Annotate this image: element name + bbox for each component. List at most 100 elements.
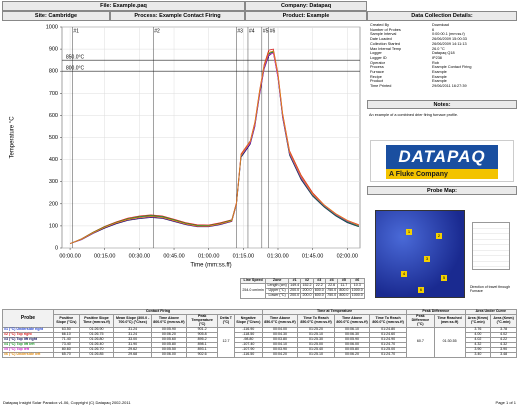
- y-tick-label: 0: [55, 245, 58, 251]
- notes-text: An example of a combined drier firing fu…: [369, 113, 459, 117]
- probe-map-title: Probe Map:: [367, 186, 517, 195]
- probe-table: Probe Contact Firing Time at Temperature Pe…: [2, 309, 518, 358]
- detail-key: Recipe: [370, 74, 382, 79]
- detail-row: Collection Started 26/06/2009 14:11:13: [370, 42, 516, 47]
- detail-key: Furnace: [370, 70, 384, 75]
- detail-row: Logger Datapaq Q18: [370, 51, 516, 56]
- detail-row: Date Loaded 26/06/2009 15:00:33: [370, 37, 516, 42]
- series-line: [69, 50, 359, 244]
- details-list: Created By Download Number of Probes 6 Sampl…: [370, 23, 516, 89]
- x-tick-label: 01:45.00: [302, 253, 323, 259]
- x-tick-label: 01:30.00: [267, 253, 288, 259]
- probe-cell: 01:24.70: [369, 351, 408, 358]
- detail-key: Created By: [370, 23, 389, 27]
- logo-tagline: A Fluke Company: [386, 169, 498, 179]
- probe-row: #6 (°C) Underside left 65.70 01:26.85 29.68…: [2, 351, 517, 358]
- x-tick-label: 00:00.00: [59, 253, 80, 259]
- y-tick-label: 200: [49, 201, 58, 207]
- zone-marker-label: #6: [270, 28, 276, 34]
- y-tick-label: 700: [49, 91, 58, 97]
- detail-key: Time Printed: [370, 84, 392, 89]
- y-tick-label: 900: [49, 47, 58, 53]
- y-tick-label: 600: [49, 113, 58, 119]
- probe-cell: 01:25.10: [296, 351, 336, 358]
- detail-value: 26/06/2009 15:00:33: [432, 37, 467, 42]
- zone-cell: 750.0: [324, 292, 339, 299]
- column-header: Peak Difference (°C): [406, 313, 435, 328]
- column-header: Positive Slope Time (mm:ss.ff): [78, 313, 115, 328]
- reference-label: 800.0°C: [66, 66, 85, 72]
- detail-key: Date Loaded: [370, 37, 392, 42]
- detail-key: Product: [370, 79, 384, 84]
- zone-row: Lower (°C) 200.0 200.0 600.0 750.0 800.0 1000.…: [241, 292, 366, 299]
- delta-t: 12.7: [217, 326, 235, 358]
- x-tick-label: 01:15.00: [233, 253, 254, 259]
- detail-value: Example Contact Firing: [432, 65, 472, 70]
- detail-row: Time Printed 29/06/2011 16:27:39: [370, 84, 516, 89]
- probe-cell: 01:26.85: [78, 351, 115, 358]
- detail-row: Logger ID IP238: [370, 56, 516, 61]
- column-header: Time Above 800.0°C (mm:ss.ff): [334, 313, 371, 328]
- line-speed-label: Line Speed: [239, 278, 267, 284]
- detail-key: Number of Probes: [370, 27, 401, 32]
- y-tick-label: 1000: [46, 24, 58, 30]
- zone-cell: 200.0: [288, 292, 302, 299]
- detail-value: 0:00:00.1 (mm:ss.f): [432, 32, 465, 37]
- probe-cell: 902.6: [185, 351, 219, 358]
- y-tick-label: 400: [49, 157, 58, 163]
- detail-row: Recipe Example: [370, 75, 516, 80]
- column-header: Delta T (°C): [217, 313, 235, 328]
- logo-brand: DATAPAQ: [386, 145, 498, 169]
- site-cell: Site: Cambridge: [2, 11, 110, 21]
- logo: DATAPAQ A Fluke Company: [370, 140, 514, 182]
- file-cell: File: Example.paq: [2, 1, 245, 11]
- reference-label: 850.0°C: [66, 54, 85, 60]
- probe-cell: 3.48: [490, 351, 517, 358]
- probe-cell: 3.40: [464, 351, 492, 358]
- process-cell: Process: Example Contact Firing: [110, 11, 245, 21]
- chart: 0 100 200 300 400 500 600 700 800 900 1000 00:00.00…: [10, 24, 361, 269]
- detail-row: Sample Interval 0:00:00.1 (mm:ss.f): [370, 32, 516, 37]
- detail-key: Logger: [370, 51, 382, 56]
- probe-label: 2: [436, 233, 442, 239]
- time-reached: 01:30.55: [433, 326, 466, 358]
- map-legend: [472, 222, 510, 270]
- detail-value: Example: [432, 74, 447, 79]
- probe-cell: 00:06.20: [334, 351, 371, 358]
- direction-text: Direction of travel through Furnace: [470, 285, 511, 293]
- x-tick-label: 00:15.00: [94, 253, 115, 259]
- column-header: Time To Reach 800.0°C (mm:ss.ff): [369, 313, 408, 328]
- x-axis-label: Time (mm:ss.ff): [190, 263, 231, 269]
- zone-header-row: Line Speed Zone #1 #2 #3 #4 #5 #6: [239, 278, 366, 284]
- detail-value: Rob: [432, 60, 439, 65]
- zone-row: 254.0 cm/min Length (cm) 149.4 152.2 22.2 22.…: [239, 282, 366, 299]
- column-row: Positive Slope (°C/s) Positive Slope Time…: [3, 313, 517, 328]
- footer-left: Datapaq Insight Solar Paradox v1.06, Cop…: [3, 400, 131, 405]
- group-row: Probe Contact Firing Time at Temperature Pe…: [2, 309, 518, 328]
- company-cell: Company: Datapaq: [245, 1, 367, 11]
- detail-value: Datapaq Q18: [432, 51, 455, 56]
- zone-cell: 800.0: [337, 292, 351, 299]
- probe-name: #6 (°C) Underside left: [2, 351, 54, 358]
- probe-cell: 65.70: [53, 351, 80, 358]
- detail-value: 6: [432, 27, 435, 32]
- notes-title: Notes:: [367, 100, 517, 109]
- y-axis-label: Temperature °C: [10, 116, 16, 159]
- detail-row: Operator Rob: [370, 61, 516, 66]
- column-header: Negative Slope (°C/sec): [233, 313, 264, 328]
- column-header: Time Reached (mm:ss.ff): [433, 313, 466, 328]
- probe-cell: 00:06.00: [150, 351, 187, 358]
- footer-right: Page 1 of 1: [495, 400, 516, 405]
- detail-value: Example: [432, 70, 447, 75]
- column-header: Area (Kmm) (°C.min): [464, 313, 492, 328]
- column-header: Positive Slope (°C/s): [53, 313, 80, 328]
- column-header: Time Above 800.0°C (mm:ss.ff): [150, 313, 187, 328]
- group-header: Area Under Curve: [464, 309, 518, 315]
- zone-marker-label: #3: [237, 28, 243, 34]
- series-line: [69, 48, 359, 244]
- detail-key: Process: [370, 65, 384, 70]
- probe-label: 1: [406, 229, 412, 235]
- zone-marker-label: #1: [73, 28, 79, 34]
- product-cell: Product: Example: [245, 11, 367, 21]
